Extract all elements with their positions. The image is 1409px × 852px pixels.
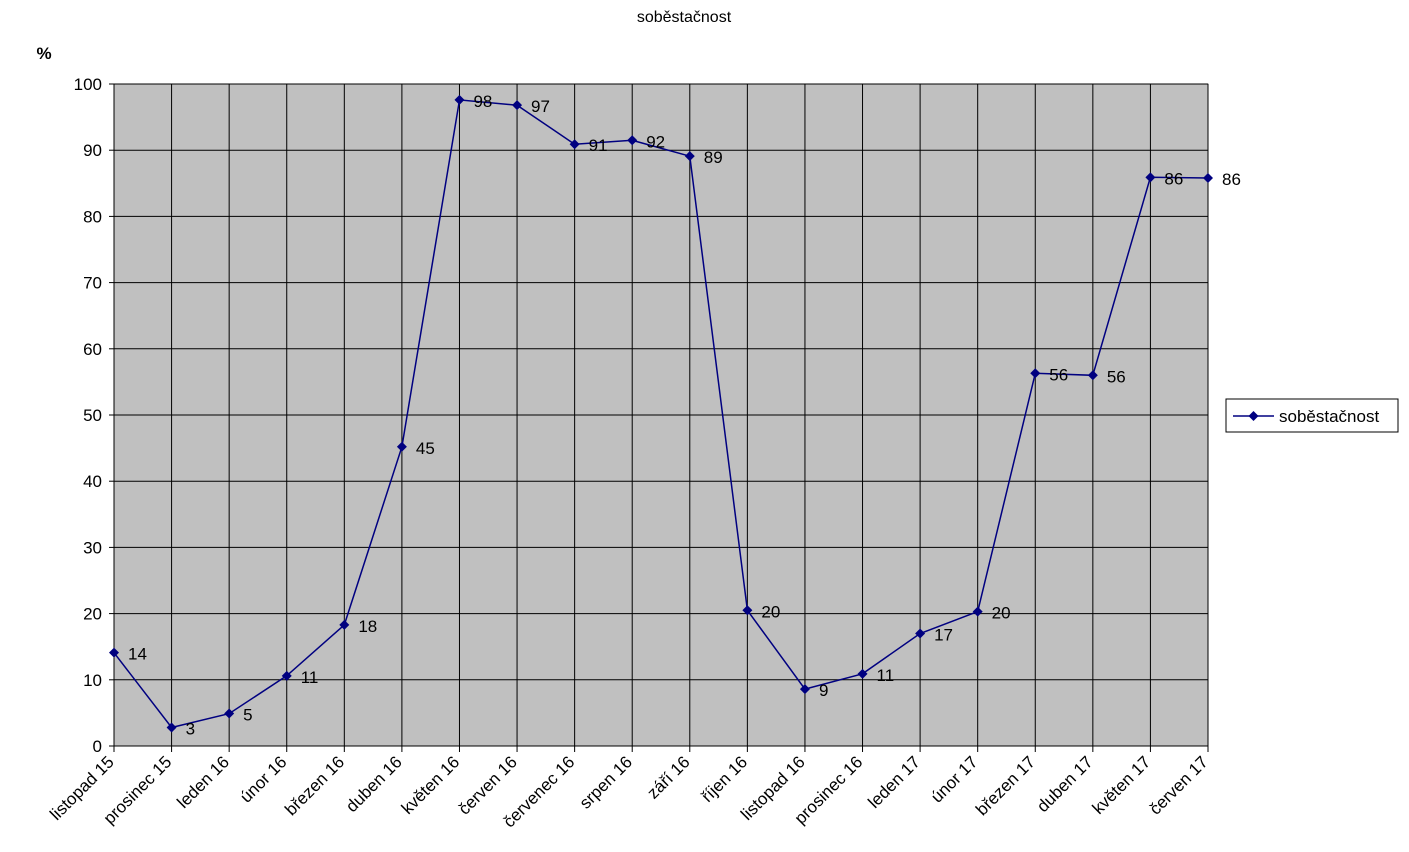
data-label: 3 [186, 719, 195, 738]
data-label: 91 [589, 136, 608, 155]
y-tick-label: 10 [83, 671, 102, 690]
data-label: 11 [877, 666, 895, 685]
data-point [1203, 173, 1213, 184]
data-point [512, 100, 523, 111]
data-point [684, 151, 695, 162]
data-point [224, 708, 235, 719]
data-label: 11 [301, 668, 319, 687]
data-point [857, 668, 868, 679]
y-tick-label: 20 [83, 605, 102, 624]
data-point [396, 441, 407, 452]
data-labels: 14 3 5 11 18 45 98 97 91 92 89 20 9 11 17 20 56 56 86 86 [128, 92, 1241, 739]
data-label: 9 [819, 681, 828, 700]
legend-marker [1248, 411, 1259, 421]
data-label: 5 [243, 706, 252, 725]
x-tick-label: květen 16 [398, 752, 464, 818]
x-tick-label: březen 17 [972, 752, 1039, 819]
x-tick-label: březen 16 [281, 752, 348, 819]
x-tick-label: leden 16 [173, 752, 233, 812]
data-point [109, 647, 119, 658]
data-label: 56 [1049, 365, 1068, 384]
data-point [166, 722, 177, 733]
legend: soběstačnost [1225, 398, 1399, 433]
data-point [915, 628, 926, 639]
y-tick-label: 80 [83, 207, 102, 226]
x-tick-label: leden 17 [864, 752, 924, 812]
x-tick-label: duben 16 [342, 752, 406, 816]
x-tick-label: únor 17 [927, 752, 981, 806]
data-label: 97 [531, 97, 550, 116]
data-label: 18 [358, 617, 377, 636]
x-tick-label: květen 17 [1089, 752, 1155, 818]
series-line [113, 99, 1209, 729]
x-tick-label: duben 17 [1033, 752, 1097, 816]
legend-label: soběstačnost [1279, 407, 1379, 426]
data-point [454, 94, 465, 105]
y-tick-label: 0 [93, 737, 102, 756]
x-tick-label: září 16 [643, 752, 693, 802]
chart-title: soběstačnost [637, 9, 732, 26]
data-point [1030, 368, 1041, 379]
data-point [627, 135, 638, 146]
data-point [742, 605, 753, 616]
y-tick-labels: 0 10 20 30 40 50 60 70 80 90 100 [74, 75, 102, 756]
data-point [281, 670, 292, 681]
gridlines [114, 83, 1209, 746]
data-point [339, 619, 350, 630]
data-point [972, 606, 983, 617]
x-tick-label: říjen 16 [698, 752, 752, 806]
y-tick-label: 30 [83, 538, 102, 557]
data-label: 20 [992, 604, 1011, 623]
data-point [1145, 172, 1156, 183]
data-label: 56 [1107, 367, 1126, 386]
data-label: 98 [473, 92, 492, 111]
y-tick-label: 100 [74, 75, 102, 94]
data-label: 92 [646, 132, 665, 151]
y-tick-label: 70 [83, 274, 102, 293]
data-point [569, 139, 580, 150]
x-tick-label: červen 17 [1146, 752, 1212, 818]
data-label: 14 [128, 645, 147, 664]
y-tick-label: 50 [83, 406, 102, 425]
y-tick-label: 90 [83, 141, 102, 160]
y-tick-label: 40 [83, 472, 102, 491]
series-soběstačnost [109, 94, 1213, 733]
data-label: 86 [1222, 170, 1241, 189]
data-label: 45 [416, 439, 435, 458]
x-tick-label: únor 16 [236, 752, 290, 806]
data-label: 20 [761, 602, 780, 621]
data-label: 17 [934, 625, 953, 644]
y-axis-label: % [36, 44, 51, 63]
data-point [1087, 370, 1098, 381]
data-label: 86 [1164, 169, 1183, 188]
y-tick-label: 60 [83, 340, 102, 359]
data-point [799, 684, 810, 695]
data-label: 89 [704, 148, 723, 167]
x-tick-label: srpen 16 [576, 752, 636, 812]
axes [109, 83, 1209, 752]
